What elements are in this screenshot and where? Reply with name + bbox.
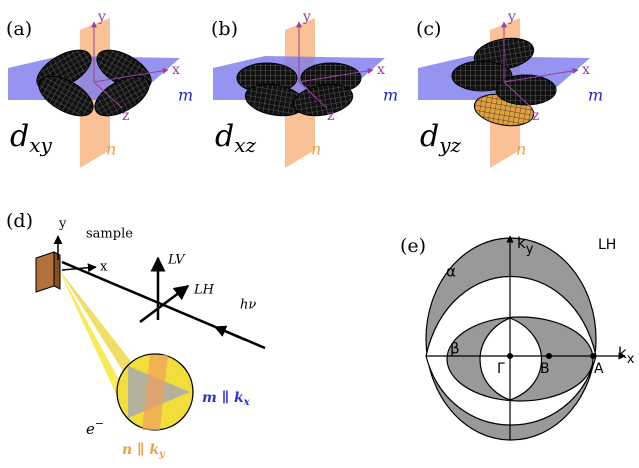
n-plane [142,355,168,430]
n-plane-label: n ∥ ky [122,442,166,460]
axis-label: x [582,62,590,78]
b-label: B [540,361,550,377]
text: y [526,242,534,257]
lh-arrow [139,285,190,323]
orbital-panel: (c) y x z m n dyz [416,9,603,168]
text: d [420,119,439,154]
sample [53,251,61,290]
axis-label: x [172,62,180,78]
orbital-panel: (a) y x z m n dxy [6,9,193,168]
text: x [627,352,635,367]
axis [93,81,123,109]
lv-label: LV [167,253,186,268]
alpha-label: α [446,263,456,281]
axis-label: z [532,108,539,124]
sample-label: sample [86,227,133,242]
m-plane-label: m ∥ kx [202,390,251,408]
setup-panel: (d) y x sample LV LH hν e− m ∥ kx n ∥ ky [6,210,266,460]
axis [93,67,169,83]
point [590,353,596,359]
panel-label: (e) [400,235,426,257]
lh-label: LH [193,283,215,298]
panel-label: (a) [6,18,32,40]
axis-label: x [377,62,385,78]
plane-label: m [588,86,603,105]
axis [503,81,533,109]
text: xy [29,133,52,157]
plane-label: m [178,86,193,105]
sample [35,251,55,293]
fermi-panel: (e) ky kx LH α β Γ B A [400,234,635,441]
panel-label: (d) [6,210,33,232]
plane-label: m [383,86,398,105]
text: n ∥ k [122,442,159,458]
axis [298,81,328,109]
orbital-label: dxz [215,119,256,157]
orbital-lobe [451,60,513,92]
text: y [158,449,166,460]
orbital-label: dyz [420,119,462,157]
electron-label: e− [86,417,104,438]
text: m ∥ k [202,390,244,406]
plane-label: n [516,140,526,159]
orbital-lobe [38,75,94,117]
text: e [86,420,95,438]
panel-label: (b) [211,18,238,40]
axis-label: x [100,260,108,275]
plane-label: n [106,140,116,159]
point [507,353,513,359]
photon-label: hν [240,298,256,313]
point [546,353,552,359]
text: − [95,417,104,430]
text: d [215,119,234,154]
panel-label: (c) [416,18,441,40]
orbital-lobe [495,74,557,106]
beam-arrow [213,325,246,341]
text: d [10,119,29,154]
a-label: A [594,361,604,377]
beta-label: β [450,340,460,358]
gamma-label: Γ [497,361,505,377]
orbital-label: dxy [10,119,52,157]
text: k [517,234,526,252]
plane-label: n [311,140,321,159]
axis-label: y [58,217,67,232]
text: yz [438,133,461,157]
axis [503,67,579,83]
orbital-lobe [94,75,150,117]
ky-label: ky [517,234,534,257]
text: xz [234,133,256,157]
axis [298,67,374,83]
axis-label: y [507,9,516,25]
text: k [618,344,627,362]
kx-label: kx [618,344,635,367]
axis-label: z [122,108,129,124]
axis-label: z [327,108,334,124]
axis-label: y [97,9,106,25]
polarization-label: LH [598,237,616,253]
axis-label: y [302,9,311,25]
text: x [243,397,251,408]
orbital-lobe [292,83,354,117]
